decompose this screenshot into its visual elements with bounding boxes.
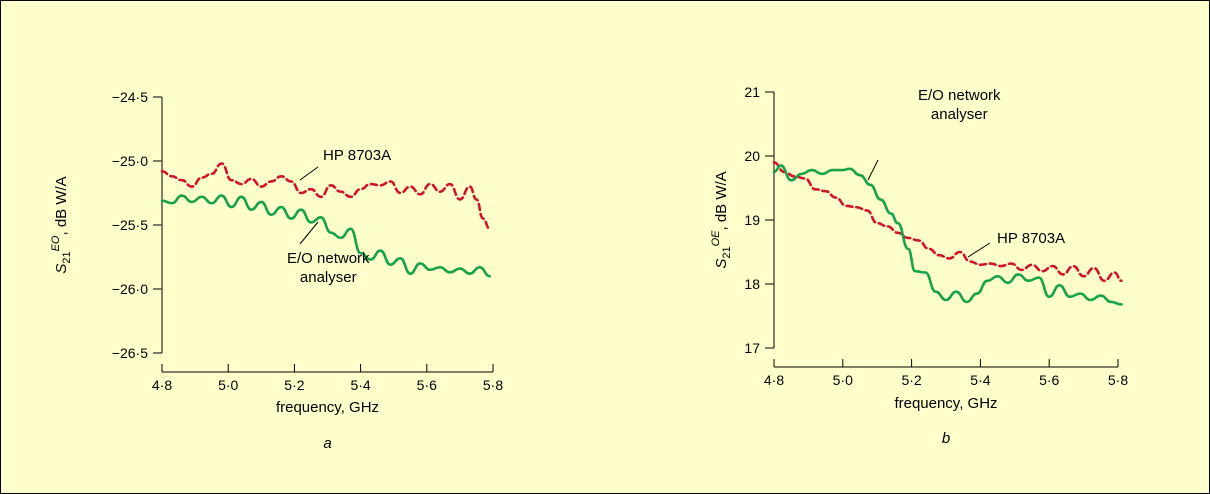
x-tick-label: 5·4 — [970, 372, 990, 388]
y-tick-label: 21 — [744, 84, 760, 100]
x-tick-label: 5·8 — [1108, 372, 1128, 388]
annotation-leader-line — [967, 242, 991, 258]
x-tick-label: 5·8 — [483, 377, 503, 393]
annotation-label-line2: analyser — [931, 106, 988, 123]
annotation-label: E/O network — [287, 250, 370, 267]
hp-8703a-series-line — [160, 162, 491, 231]
annotation-leader-line — [867, 159, 879, 181]
annotation-label: HP 8703A — [997, 230, 1065, 247]
x-axis-label: frequency, GHz — [276, 399, 379, 416]
annotation-label: HP 8703A — [323, 147, 391, 164]
y-tick-label: −25·5 — [112, 217, 148, 233]
x-tick-label: 5·0 — [833, 372, 853, 388]
y-tick-label: −26·0 — [112, 281, 148, 297]
x-tick-label: 5·6 — [1039, 372, 1059, 388]
panel-label: a — [323, 435, 331, 452]
y-axis-label: S21OE, dB W/A — [710, 171, 733, 268]
x-tick-label: 5·2 — [284, 377, 304, 393]
y-tick-label: 17 — [744, 340, 760, 356]
x-tick-label: 5·0 — [218, 377, 238, 393]
x-tick-label: 5·2 — [901, 372, 921, 388]
x-tick-label: 5·4 — [350, 377, 370, 393]
annotation-leader-line — [299, 221, 319, 245]
y-tick-label: −26·5 — [112, 345, 148, 361]
annotation-label: E/O network — [918, 87, 1001, 104]
annotation-leader-line — [299, 166, 319, 181]
x-tick-label: 4·8 — [764, 372, 784, 388]
y-tick-label: −25·0 — [112, 153, 148, 169]
x-tick-label: 4·8 — [152, 377, 172, 393]
y-tick-label: −24·5 — [112, 89, 148, 105]
y-tick-label: 20 — [744, 148, 760, 164]
annotation-label-line2: analyser — [300, 269, 357, 286]
y-tick-label: 18 — [744, 276, 760, 292]
panel-label: b — [942, 430, 950, 447]
eo-network-series-line — [772, 164, 1123, 306]
panel-b: 17 18 19 20 21 4·8 5·0 5·2 5·4 5·6 5·8 frequency, G… — [710, 84, 1128, 447]
y-tick-label: 19 — [744, 212, 760, 228]
hp-8703a-series-line — [772, 161, 1123, 283]
x-axis-label: frequency, GHz — [894, 395, 997, 412]
panel-a: −26·5 −26·0 −25·5 −25·0 −24·5 4·8 5·0 5·2 5·4 5·6… — [50, 89, 503, 452]
x-tick-label: 5·6 — [417, 377, 437, 393]
y-axis-label: S21EO, dB W/A — [50, 176, 73, 273]
eo-network-series-line — [160, 194, 491, 278]
